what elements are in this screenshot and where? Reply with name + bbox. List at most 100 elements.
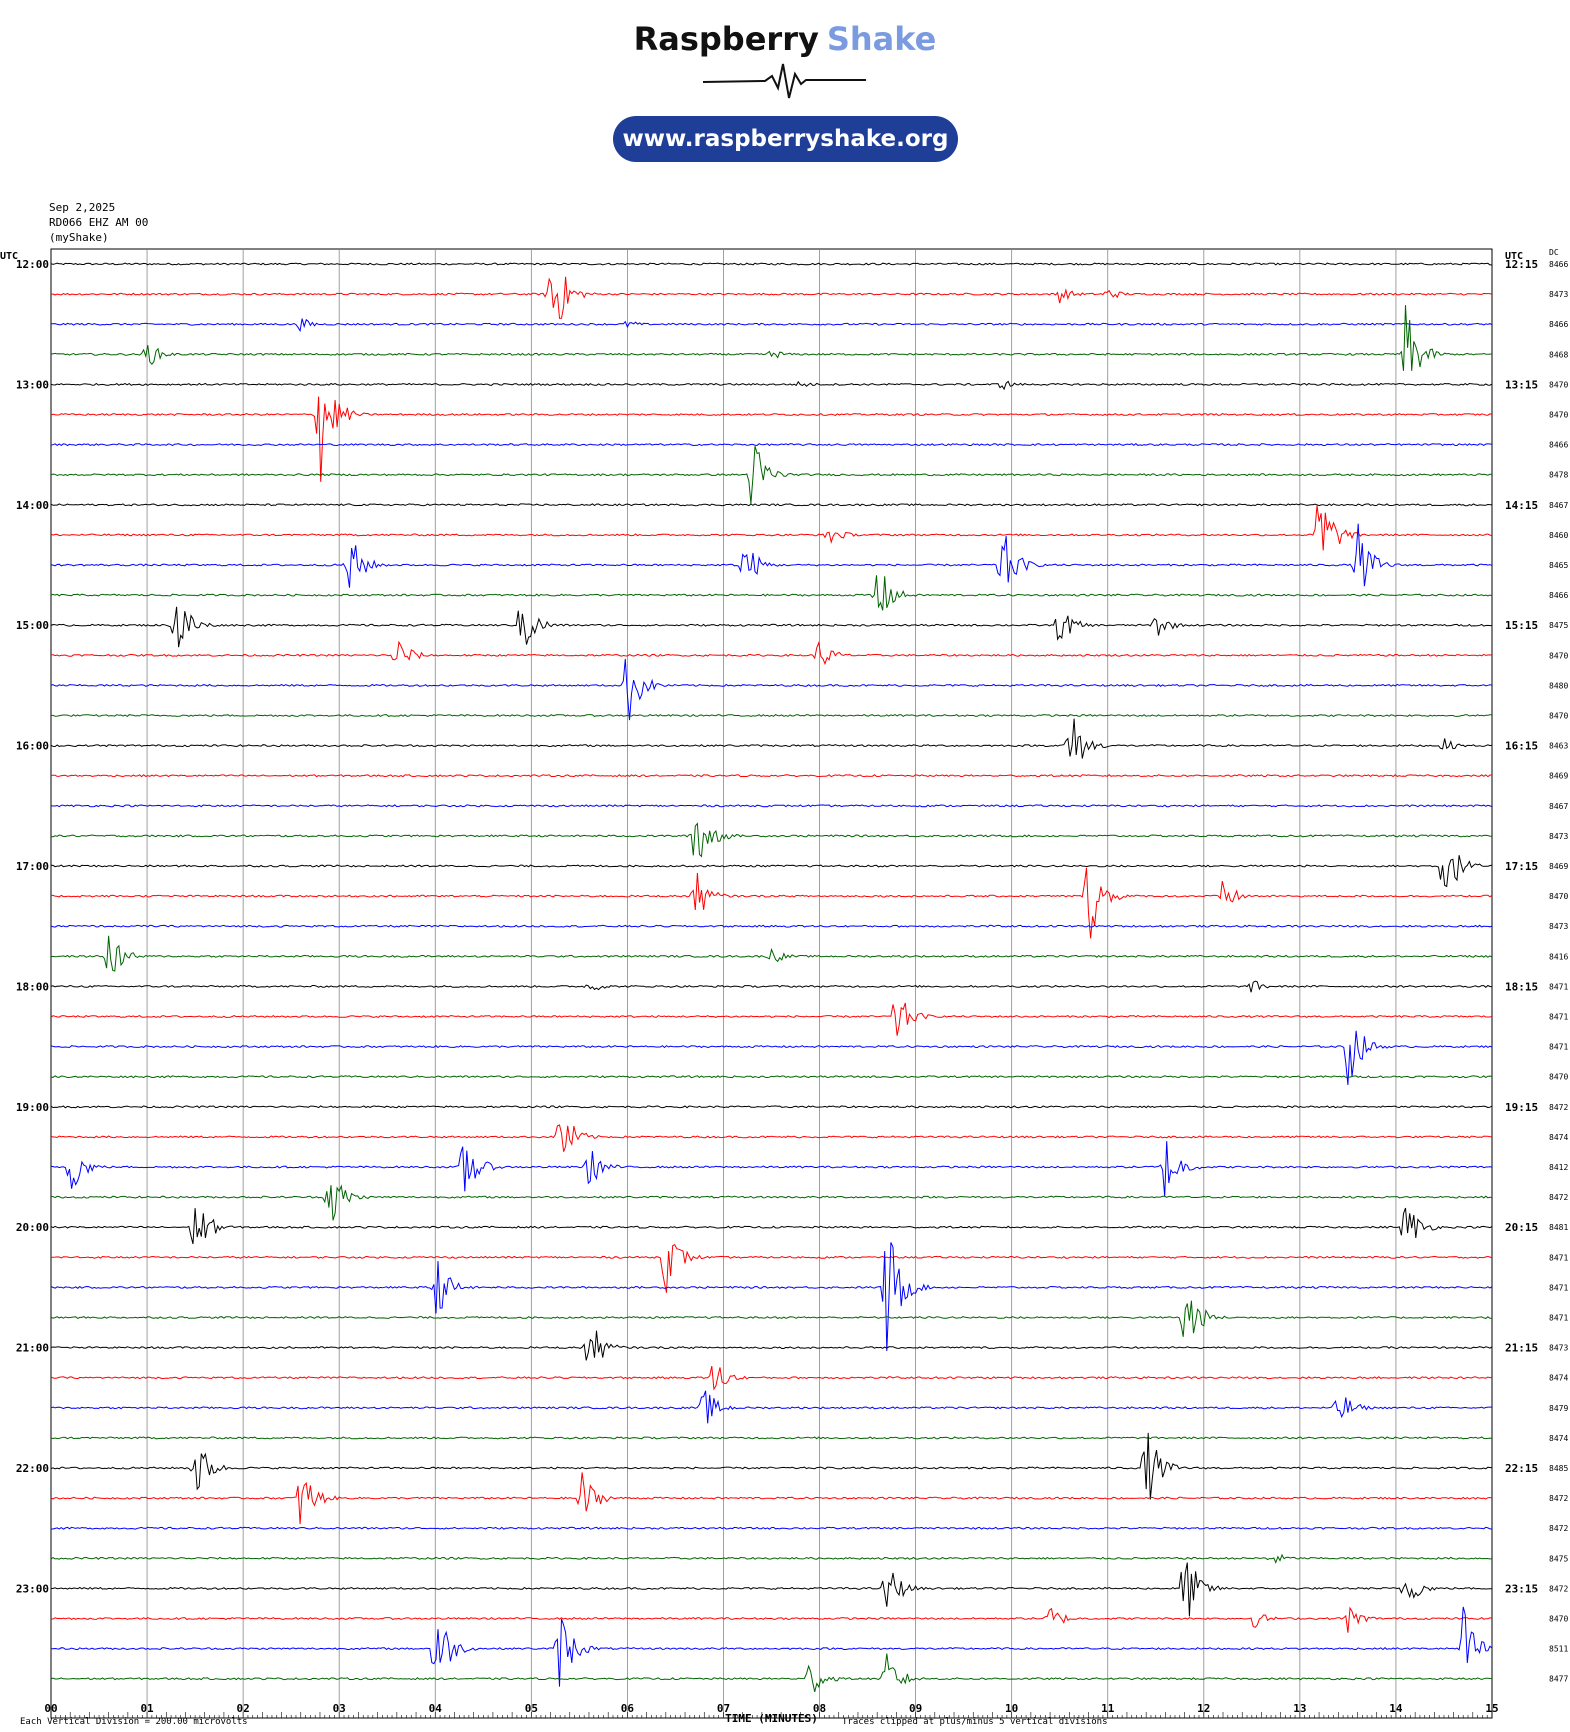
dc-value: 8478 — [1549, 471, 1568, 480]
left-time-label: 18:00 — [16, 980, 49, 993]
trace-23 — [50, 935, 1493, 972]
dc-value: 8475 — [1549, 621, 1568, 630]
x-axis-title: TIME (MINUTES) — [725, 1712, 818, 1725]
left-time-label: 14:00 — [16, 499, 49, 512]
trace-45 — [50, 1606, 1493, 1633]
right-time-label: 14:15 — [1505, 499, 1538, 512]
x-tick-label: 15 — [1485, 1702, 1498, 1715]
right-time-label: 22:15 — [1505, 1462, 1538, 1475]
trace-9 — [50, 505, 1493, 551]
dc-value: 8472 — [1549, 1524, 1568, 1533]
dc-value: 8471 — [1549, 1043, 1568, 1052]
trace-21 — [50, 867, 1493, 939]
dc-value: 8469 — [1549, 862, 1568, 871]
left-time-label: 17:00 — [16, 860, 49, 873]
left-time-label: 12:00 — [16, 258, 49, 271]
trace-19 — [50, 822, 1493, 858]
dc-value: 8412 — [1549, 1163, 1568, 1172]
division-note: Each Vertical Division = 200.00 microvol… — [20, 1717, 248, 1727]
trace-46 — [51, 1606, 1493, 1687]
trace-1 — [51, 276, 1493, 319]
trace-20 — [50, 855, 1493, 888]
x-tick-label: 08 — [813, 1702, 826, 1715]
trace-22 — [50, 924, 1493, 928]
station-label: RD066 EHZ AM 00 — [49, 216, 149, 229]
dc-value: 8416 — [1549, 952, 1568, 961]
dc-value: 8475 — [1549, 1554, 1568, 1563]
trace-34 — [50, 1242, 1493, 1352]
dc-value: 8473 — [1549, 832, 1568, 841]
trace-4 — [50, 380, 1493, 391]
x-tick-label: 13 — [1293, 1702, 1306, 1715]
left-time-label: 23:00 — [16, 1582, 49, 1595]
source-label: (myShake) — [49, 231, 109, 244]
trace-13 — [50, 640, 1493, 666]
right-time-label: 19:15 — [1505, 1101, 1538, 1114]
dc-value: 8473 — [1549, 290, 1568, 299]
dc-value: 8470 — [1549, 411, 1568, 420]
x-tick-label: 09 — [909, 1702, 922, 1715]
dc-value: 8467 — [1549, 501, 1568, 510]
dc-value: 8463 — [1549, 742, 1568, 751]
dc-value: 8467 — [1549, 802, 1568, 811]
right-time-label: 20:15 — [1505, 1221, 1538, 1234]
brand-name-a: Raspberry — [633, 20, 819, 58]
left-time-label: 22:00 — [16, 1462, 49, 1475]
x-tick-label: 02 — [237, 1702, 250, 1715]
dc-value: 8470 — [1549, 1615, 1568, 1624]
trace-35 — [50, 1300, 1492, 1337]
trace-0 — [50, 262, 1492, 266]
dc-value: 8466 — [1549, 260, 1568, 269]
dc-value: 8470 — [1549, 380, 1568, 389]
trace-6 — [50, 443, 1493, 447]
trace-25 — [50, 1002, 1493, 1036]
dc-value: 8479 — [1549, 1404, 1568, 1413]
right-time-label: 18:15 — [1505, 980, 1538, 993]
x-tick-label: 11 — [1101, 1702, 1115, 1715]
trace-10 — [50, 523, 1493, 588]
dc-value: 8470 — [1549, 651, 1568, 660]
trace-12 — [50, 606, 1493, 648]
right-time-label: 12:15 — [1505, 258, 1538, 271]
dc-value: 8472 — [1549, 1193, 1568, 1202]
dc-value: 8473 — [1549, 1344, 1568, 1353]
right-time-label: 15:15 — [1505, 619, 1538, 632]
x-tick-label: 00 — [44, 1702, 57, 1715]
left-utc-label: UTC — [0, 251, 18, 262]
dc-value: 8470 — [1549, 1073, 1568, 1082]
x-tick-label: 10 — [1005, 1702, 1018, 1715]
brand-name-b: Shake — [826, 20, 937, 58]
dc-value: 8472 — [1549, 1103, 1568, 1112]
trace-40 — [50, 1432, 1493, 1500]
x-tick-label: 07 — [717, 1702, 730, 1715]
trace-43 — [50, 1553, 1493, 1564]
dc-value: 8474 — [1549, 1133, 1568, 1142]
dc-value: 8469 — [1549, 772, 1568, 781]
trace-32 — [50, 1207, 1493, 1245]
website-url-link[interactable]: www.raspberryshake.org — [613, 116, 958, 162]
trace-41 — [50, 1472, 1493, 1525]
left-time-label: 21:00 — [16, 1342, 49, 1355]
trace-16 — [50, 718, 1493, 759]
trace-26 — [50, 1030, 1493, 1085]
trace-24 — [50, 980, 1493, 993]
right-time-label: 21:15 — [1505, 1342, 1538, 1355]
right-time-label: 13:15 — [1505, 378, 1538, 391]
dc-label: DC — [1549, 248, 1559, 257]
dc-value: 8466 — [1549, 591, 1568, 600]
trace-17 — [50, 774, 1493, 778]
right-time-label: 16:15 — [1505, 740, 1538, 753]
trace-44 — [50, 1562, 1492, 1617]
trace-31 — [50, 1184, 1493, 1221]
trace-14 — [50, 658, 1493, 721]
dc-value: 8472 — [1549, 1584, 1568, 1593]
x-tick-label: 12 — [1197, 1702, 1210, 1715]
trace-27 — [50, 1075, 1493, 1079]
right-time-label: 17:15 — [1505, 860, 1538, 873]
seismic-wave-icon — [702, 63, 866, 99]
dc-value: 8471 — [1549, 982, 1568, 991]
dc-value: 8471 — [1549, 1013, 1568, 1022]
raspberry-shake-logo: Raspberry Shake www.raspberryshake.org — [0, 0, 1570, 180]
dc-value: 8468 — [1549, 350, 1568, 359]
